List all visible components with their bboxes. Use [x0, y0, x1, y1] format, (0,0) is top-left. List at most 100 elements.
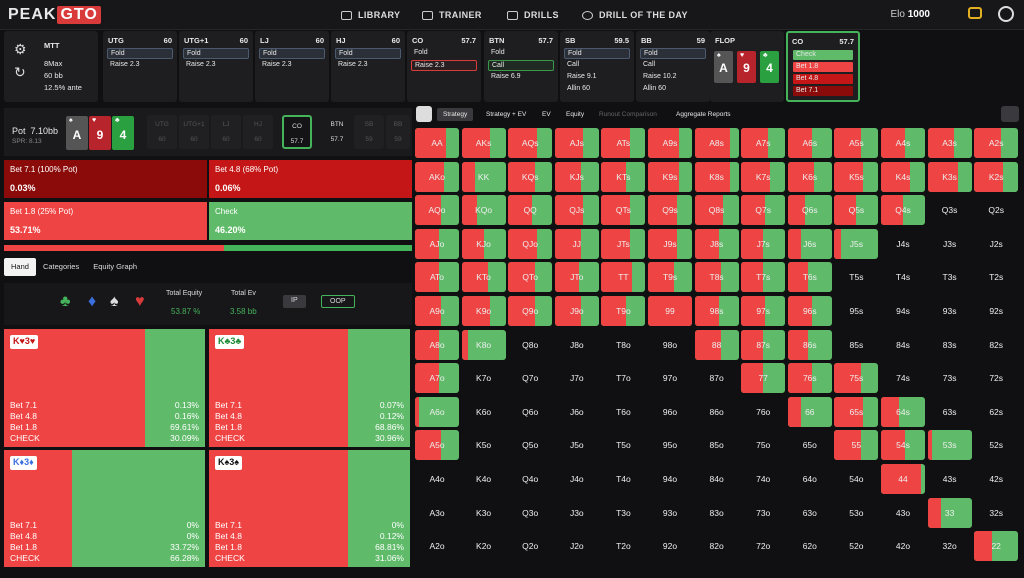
hand-cell[interactable]: J3o: [555, 498, 599, 528]
hand-cell[interactable]: T9s: [648, 262, 692, 293]
seat-utg[interactable]: UTG 60: [147, 115, 177, 149]
hand-cell[interactable]: T3o: [601, 498, 645, 528]
tab-categories[interactable]: Categories: [42, 262, 80, 271]
hand-cell[interactable]: T7s: [741, 262, 786, 293]
combo-card[interactable]: K♠3♠ Bet 7.1 0% Bet 4.8 0.12% Bet 1.8 68.81% CH…: [209, 450, 410, 567]
hand-cell[interactable]: Q3o: [508, 498, 552, 528]
action-option[interactable]: Raise 9.1: [567, 73, 597, 80]
seat-utg-plus-1[interactable]: UTG+1 60: [179, 115, 209, 149]
hand-cell[interactable]: KQs: [508, 161, 553, 192]
hand-cell[interactable]: 65s: [834, 396, 879, 427]
hand-cell[interactable]: AJo: [415, 228, 459, 259]
hand-cell[interactable]: 99: [648, 296, 692, 326]
hand-cell[interactable]: 73o: [741, 498, 785, 528]
action-option[interactable]: Fold: [414, 49, 428, 56]
hand-cell[interactable]: K2s: [974, 161, 1019, 192]
hand-cell[interactable]: A4s: [881, 128, 925, 158]
hand-cell[interactable]: T5o: [601, 430, 645, 460]
strategy-tab[interactable]: Strategy: [437, 106, 474, 122]
action-option[interactable]: Call: [643, 61, 656, 68]
gear-icon[interactable]: ⚙: [14, 41, 27, 57]
hand-cell[interactable]: A8o: [415, 329, 459, 360]
combo-card[interactable]: K♥3♥ Bet 7.1 0.13% Bet 4.8 0.16% Bet 1.8 69.61…: [4, 329, 205, 447]
hand-cell[interactable]: 92o: [648, 531, 692, 561]
hand-cell[interactable]: 54s: [881, 430, 925, 461]
hand-cell[interactable]: K7s: [741, 161, 786, 192]
hand-cell[interactable]: Q4o: [508, 464, 552, 494]
strategy-tab[interactable]: Equity: [560, 106, 590, 122]
hand-cell[interactable]: AKo: [415, 161, 459, 192]
strategy-tab[interactable]: Aggregate Reports: [670, 106, 737, 122]
hand-cell[interactable]: 33: [927, 497, 972, 528]
hand-cell[interactable]: KK: [461, 161, 506, 192]
hand-cell[interactable]: A8s: [694, 128, 739, 158]
hand-cell[interactable]: T8o: [601, 330, 645, 360]
hand-cell[interactable]: Q7s: [741, 195, 786, 226]
club-filter-icon[interactable]: ♣: [60, 293, 71, 310]
hand-cell[interactable]: QTs: [601, 195, 646, 226]
hand-cell[interactable]: 73s: [928, 363, 972, 393]
action-option[interactable]: Raise 10.2: [643, 73, 677, 80]
action-option[interactable]: Raise 2.3: [110, 61, 140, 68]
hand-cell[interactable]: A9s: [648, 128, 692, 158]
nav-library[interactable]: LIBRARY: [341, 0, 400, 30]
hand-cell[interactable]: 86s: [787, 329, 832, 360]
hand-cell[interactable]: KTo: [461, 262, 506, 293]
hand-cell[interactable]: K2o: [462, 531, 506, 561]
hand-cell[interactable]: A5s: [834, 128, 879, 158]
hand-cell[interactable]: 82s: [974, 330, 1018, 360]
hand-cell[interactable]: TT: [601, 262, 646, 293]
hand-cell[interactable]: T2o: [601, 531, 645, 561]
hand-cell[interactable]: ATs: [601, 128, 646, 158]
hand-cell[interactable]: T6s: [787, 262, 832, 293]
hand-cell[interactable]: JJ: [554, 228, 599, 259]
hand-cell[interactable]: 97s: [741, 296, 786, 326]
action-option[interactable]: Raise 6.9: [491, 73, 521, 80]
action-check[interactable]: Check: [793, 50, 853, 60]
bet-option[interactable]: Check 46.20%: [209, 202, 412, 240]
action-option[interactable]: Raise 2.3: [338, 61, 368, 68]
hand-cell[interactable]: T4o: [601, 464, 645, 494]
hand-cell[interactable]: 52o: [834, 531, 878, 561]
hand-cell[interactable]: 43o: [881, 498, 925, 528]
hand-cell[interactable]: 83s: [928, 330, 972, 360]
action-option[interactable]: Call: [488, 60, 554, 71]
action-bet-7-1[interactable]: Bet 7.1: [793, 86, 853, 96]
hand-cell[interactable]: K4o: [462, 464, 506, 494]
hand-cell[interactable]: K6o: [462, 397, 506, 427]
hand-cell[interactable]: 75o: [741, 430, 785, 460]
hand-cell[interactable]: 92s: [974, 296, 1018, 326]
hand-cell[interactable]: 84s: [881, 330, 925, 360]
seat-hj[interactable]: HJ 60: [243, 115, 273, 149]
hand-cell[interactable]: Q6o: [508, 397, 552, 427]
hand-cell[interactable]: 87s: [741, 329, 786, 360]
hand-cell[interactable]: J6s: [787, 228, 832, 259]
hand-cell[interactable]: J5o: [555, 430, 599, 460]
hand-cell[interactable]: 42s: [974, 464, 1018, 494]
action-option[interactable]: Call: [567, 61, 580, 68]
hand-cell[interactable]: J7s: [741, 228, 786, 259]
hand-cell[interactable]: J9s: [648, 228, 692, 259]
hand-cell[interactable]: K9o: [461, 296, 506, 326]
action-option[interactable]: Allin 60: [643, 85, 666, 92]
seat-sb[interactable]: SB 59: [354, 115, 384, 149]
action-option[interactable]: Allin 60: [567, 85, 590, 92]
hand-cell[interactable]: 88: [694, 329, 739, 360]
hand-cell[interactable]: 65o: [788, 430, 832, 460]
hand-cell[interactable]: J4s: [881, 229, 925, 259]
hand-cell[interactable]: KJo: [461, 228, 506, 259]
hand-cell[interactable]: 53o: [834, 498, 878, 528]
hand-cell[interactable]: Q8s: [694, 195, 739, 226]
hand-cell[interactable]: AJs: [554, 128, 599, 158]
hand-cell[interactable]: QJo: [508, 228, 553, 259]
hand-cell[interactable]: 63s: [928, 397, 972, 427]
hand-cell[interactable]: A6s: [787, 128, 832, 158]
hand-cell[interactable]: Q5o: [508, 430, 552, 460]
hand-cell[interactable]: Q9s: [648, 195, 692, 226]
diamond-filter-icon[interactable]: ♦: [88, 293, 97, 310]
seat-lj[interactable]: LJ 60: [211, 115, 241, 149]
hand-cell[interactable]: T3s: [928, 262, 972, 292]
hand-cell[interactable]: T5s: [834, 262, 878, 292]
hand-cell[interactable]: 54o: [834, 464, 878, 494]
hand-cell[interactable]: 52s: [974, 430, 1018, 460]
